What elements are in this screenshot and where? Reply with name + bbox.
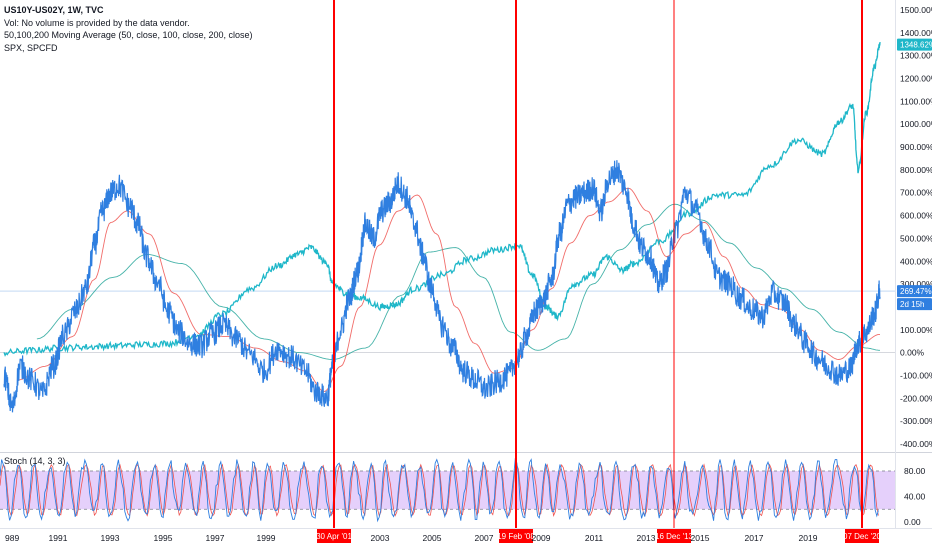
y-tick-label: 1500.00% — [900, 5, 932, 15]
y-tick-label: 1000.00% — [900, 119, 932, 129]
stoch-y-tick-label: 80.00 — [904, 466, 926, 476]
stoch-label[interactable]: Stoch (14, 3, 3) — [4, 456, 66, 466]
spread-price-label-bg — [897, 285, 932, 298]
y-tick-label: -100.00% — [900, 370, 932, 380]
y-tick-label: 300.00% — [900, 279, 932, 289]
ma100-line — [36, 203, 880, 360]
y-tick-label: 500.00% — [900, 233, 932, 243]
stoch-k-line — [0, 457, 879, 523]
legend-ma[interactable]: 50,100,200 Moving Average (50, close, 10… — [4, 30, 253, 40]
x-tick-label: 1995 — [154, 533, 173, 543]
countdown-label: 2d 15h — [900, 300, 924, 309]
ma50-line — [17, 187, 881, 392]
y-tick-label: -300.00% — [900, 416, 932, 426]
spx-price-label-bg — [897, 38, 932, 51]
event-date-badge — [657, 529, 691, 543]
spread-price-label: 269.47% — [900, 287, 932, 296]
x-tick-label: 2009 — [532, 533, 551, 543]
spread-line — [3, 160, 881, 413]
x-tick-label: 2003 — [371, 533, 390, 543]
countdown-label-bg — [897, 298, 932, 311]
y-tick-label: -200.00% — [900, 393, 932, 403]
y-tick-label: 1400.00% — [900, 28, 932, 38]
x-tick-label: 2019 — [799, 533, 818, 543]
y-tick-label: 700.00% — [900, 188, 932, 198]
event-date-badge — [499, 529, 533, 543]
spx-price-label: 1348.62% — [900, 41, 932, 50]
x-tick-label: 2017 — [745, 533, 764, 543]
y-tick-label: 1100.00% — [900, 96, 932, 106]
x-tick-label: 2005 — [423, 533, 442, 543]
x-tick-label: 1991 — [49, 533, 68, 543]
y-tick-label: 1200.00% — [900, 74, 932, 84]
event-date-label: 16 Dec '13 — [655, 532, 694, 541]
x-tick-label: 1999 — [257, 533, 276, 543]
legend-spx[interactable]: SPX, SPCFD — [4, 42, 58, 53]
x-tick-label: 2013 — [637, 533, 656, 543]
event-date-label: 30 Apr '01 — [316, 532, 352, 541]
y-tick-label: 900.00% — [900, 142, 932, 152]
event-date-label: 07 Dec '20 — [843, 532, 882, 541]
legend-vol[interactable]: Vol: No volume is provided by the data v… — [4, 17, 190, 28]
y-tick-label: 400.00% — [900, 256, 932, 266]
x-tick-label: 1993 — [101, 533, 120, 543]
stoch-y-tick-label: 0.00 — [904, 517, 921, 527]
y-tick-label: -400.00% — [900, 439, 932, 449]
legend: US10Y-US02Y, 1W, TVC Vol: No volume is p… — [4, 4, 253, 54]
y-tick-label: 100.00% — [900, 325, 932, 335]
y-tick-label: 800.00% — [900, 165, 932, 175]
x-tick-label: 2007 — [475, 533, 494, 543]
y-tick-label: 600.00% — [900, 211, 932, 221]
x-tick-label: 989 — [5, 533, 19, 543]
event-date-badge — [317, 529, 351, 543]
stoch-y-tick-label: 40.00 — [904, 492, 926, 502]
y-tick-label: 0.00% — [900, 348, 925, 358]
legend-title[interactable]: US10Y-US02Y, 1W, TVC — [4, 5, 104, 15]
x-tick-label: 2011 — [585, 533, 604, 543]
x-tick-label: 1997 — [206, 533, 225, 543]
y-tick-label: 1300.00% — [900, 51, 932, 61]
event-date-badge — [845, 529, 879, 543]
event-date-label: 19 Feb '08 — [497, 532, 535, 541]
x-tick-label: 2015 — [691, 533, 710, 543]
